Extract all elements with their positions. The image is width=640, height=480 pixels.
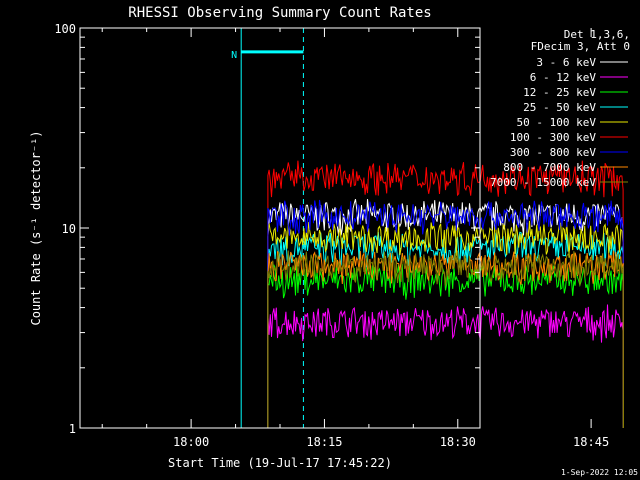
y-tick-label: 1 [69, 422, 76, 436]
x-tick-label: 18:15 [306, 435, 342, 449]
series-5 [267, 160, 624, 429]
series-4 [267, 220, 624, 429]
legend-item-label: 25 - 50 keV [523, 101, 596, 114]
legend-item-label: 7000 - 15000 keV [490, 176, 596, 189]
series-line [267, 304, 624, 429]
flag-label: N [231, 50, 237, 61]
legend: Det 1,3,6,FDecim 3, Att 0 3 - 6 keV 6 - 12… [490, 28, 630, 189]
x-tick-label: 18:00 [173, 435, 209, 449]
legend-item-label: 12 - 25 keV [523, 86, 596, 99]
flags-layer: NNSF [231, 28, 304, 428]
series-line [267, 220, 624, 429]
series-layer [267, 160, 624, 429]
legend-item-label: 100 - 300 keV [510, 131, 596, 144]
y-tick-label: 10 [62, 222, 76, 236]
series-line [267, 250, 624, 429]
series-2 [267, 263, 624, 429]
series-8 [267, 250, 624, 429]
x-tick-label: 18:45 [573, 435, 609, 449]
x-tick-label: 18:30 [440, 435, 476, 449]
legend-item-label: 300 - 800 keV [510, 146, 596, 159]
series-6 [267, 199, 624, 429]
x-axis-label: Start Time (19-Jul-17 17:45:22) [168, 456, 392, 470]
legend-item-label: 6 - 12 keV [530, 71, 597, 84]
series-1 [267, 304, 624, 429]
chart-title: RHESSI Observing Summary Count Rates [128, 5, 431, 21]
footer-timestamp: 1-Sep-2022 12:05 [561, 468, 638, 477]
series-line [267, 160, 624, 429]
legend-header: FDecim 3, Att 0 [531, 40, 630, 53]
legend-item-label: 50 - 100 keV [517, 116, 597, 129]
legend-item-label: 800 - 7000 keV [503, 161, 596, 174]
legend-header: Det 1,3,6, [564, 28, 630, 41]
legend-item-label: 3 - 6 keV [536, 56, 596, 69]
y-tick-label: 100 [54, 22, 76, 36]
y-axis-label: Count Rate (s⁻¹ detector⁻¹) [29, 130, 43, 325]
series-line [267, 199, 624, 429]
series-line [267, 263, 624, 429]
